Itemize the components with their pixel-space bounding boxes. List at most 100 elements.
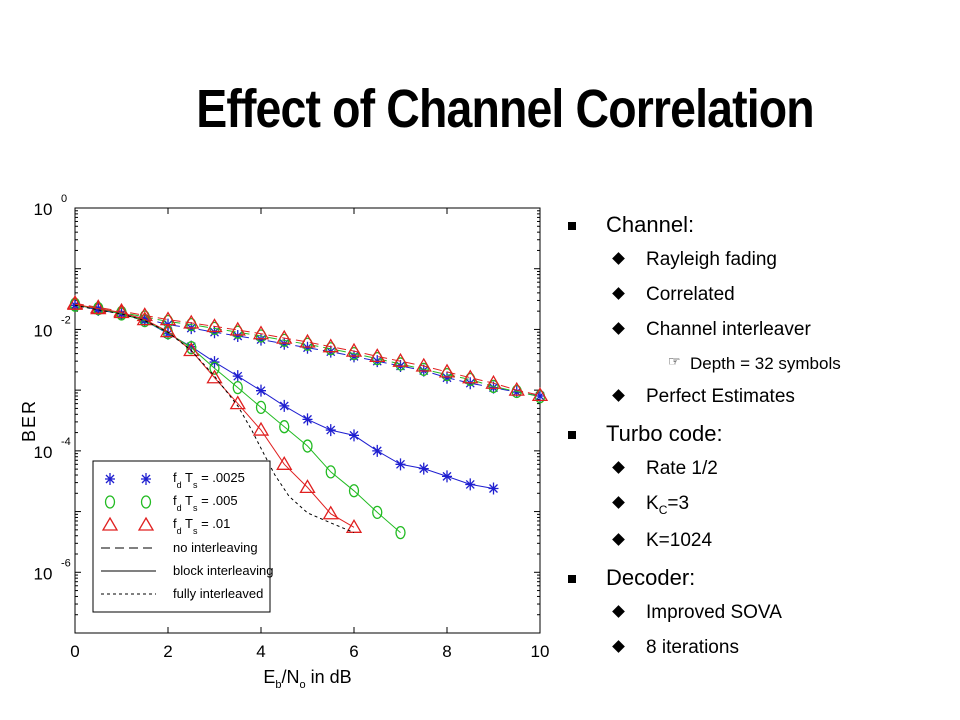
x-tick-label: 8 [442, 642, 451, 661]
data-point [255, 400, 267, 415]
bullet-list: Channel: Rayleigh fading Correlated Chan… [568, 212, 960, 672]
data-point [279, 420, 290, 434]
bullet-rate: Rate 1/2 [568, 458, 960, 480]
diamond-bullet-icon [612, 496, 625, 509]
diamond-bullet-icon [612, 252, 625, 265]
data-point [418, 362, 429, 377]
data-point [395, 525, 406, 540]
data-point [372, 505, 383, 520]
legend-marker [101, 516, 119, 531]
data-point [70, 299, 80, 312]
data-point [322, 338, 339, 353]
series-line-5 [74, 303, 355, 528]
bullet-iterations: 8 iterations [568, 637, 960, 659]
data-point [465, 478, 476, 491]
data-point [508, 381, 525, 396]
slide-title: Effect of Channel Correlation [196, 79, 814, 139]
square-bullet-icon [568, 431, 576, 439]
data-point [348, 484, 360, 498]
data-point [279, 333, 290, 348]
bullet-estimates: Perfect Estimates [568, 386, 960, 408]
data-point [418, 462, 429, 475]
data-point [252, 421, 270, 436]
data-point [349, 429, 359, 442]
data-point [372, 444, 383, 457]
diamond-bullet-icon [612, 461, 625, 474]
y-tick-label: 10 [34, 200, 53, 219]
data-point [232, 329, 243, 342]
bullet-k: K=1024 [568, 530, 960, 552]
data-point [232, 370, 243, 383]
data-point [345, 342, 363, 357]
x-tick-label: 6 [349, 642, 358, 661]
data-point [229, 395, 246, 410]
square-bullet-icon [568, 574, 576, 583]
diamond-bullet-icon [612, 389, 625, 402]
data-point [325, 424, 336, 437]
data-point [186, 341, 197, 355]
legend-label: fd Ts = .0025 [173, 470, 245, 490]
data-point [209, 326, 220, 339]
data-point [462, 369, 479, 384]
diamond-bullet-icon [612, 639, 625, 653]
bullet-kc: KC=3 [568, 493, 960, 517]
data-point [66, 295, 84, 310]
x-tick-label: 2 [163, 642, 172, 661]
data-point [395, 357, 406, 371]
legend-marker [137, 516, 155, 531]
series-line-0 [74, 304, 541, 397]
legend-label: fd Ts = .005 [173, 493, 238, 513]
data-point [322, 505, 339, 520]
data-point [183, 342, 200, 357]
data-point [186, 340, 197, 353]
data-point [229, 321, 246, 336]
data-point [302, 337, 313, 351]
bullet-channel: Channel: [568, 212, 960, 238]
x-tick-label: 4 [256, 642, 265, 661]
bullet-depth: ☞ Depth = 32 symbols [668, 353, 841, 373]
legend-marker [140, 495, 152, 509]
data-point [183, 314, 200, 329]
data-point [279, 399, 290, 412]
y-tick-label: 10 [34, 564, 53, 583]
series-line-2 [74, 302, 541, 396]
data-point [325, 465, 336, 479]
data-point [415, 357, 432, 372]
bullet-correlated: Correlated [568, 284, 960, 306]
legend-marker [104, 495, 116, 509]
data-point [136, 311, 153, 326]
data-point [276, 329, 293, 344]
data-point [392, 352, 409, 367]
y-tick-label: 10 [34, 443, 53, 462]
data-point [442, 470, 452, 483]
diamond-bullet-icon [612, 604, 625, 618]
data-point [372, 352, 383, 366]
data-point [255, 329, 267, 343]
legend-marker [105, 473, 115, 485]
data-point [325, 342, 336, 356]
data-point [531, 387, 549, 402]
series-line-1 [74, 303, 541, 398]
diamond-bullet-icon [612, 287, 625, 300]
data-point [252, 325, 270, 340]
data-point [232, 325, 243, 339]
data-point [256, 333, 266, 346]
data-point [442, 371, 452, 384]
legend-label: fully interleaved [173, 586, 263, 601]
plot-frame [74, 207, 541, 634]
data-point [232, 380, 243, 395]
data-point [299, 333, 316, 348]
data-point [485, 374, 502, 389]
legend-label: block interleaving [173, 563, 273, 578]
data-point [256, 384, 266, 397]
data-point [209, 361, 220, 375]
diamond-bullet-icon [612, 532, 625, 546]
legend-label: no interleaving [173, 540, 258, 555]
square-bullet-icon [568, 222, 576, 230]
bullet-interleaver: Channel interleaver [568, 319, 960, 341]
data-point [348, 346, 360, 361]
data-point [302, 341, 313, 354]
y-tick-exponent: -2 [61, 314, 71, 326]
data-point [438, 363, 456, 378]
legend-marker [141, 473, 151, 485]
